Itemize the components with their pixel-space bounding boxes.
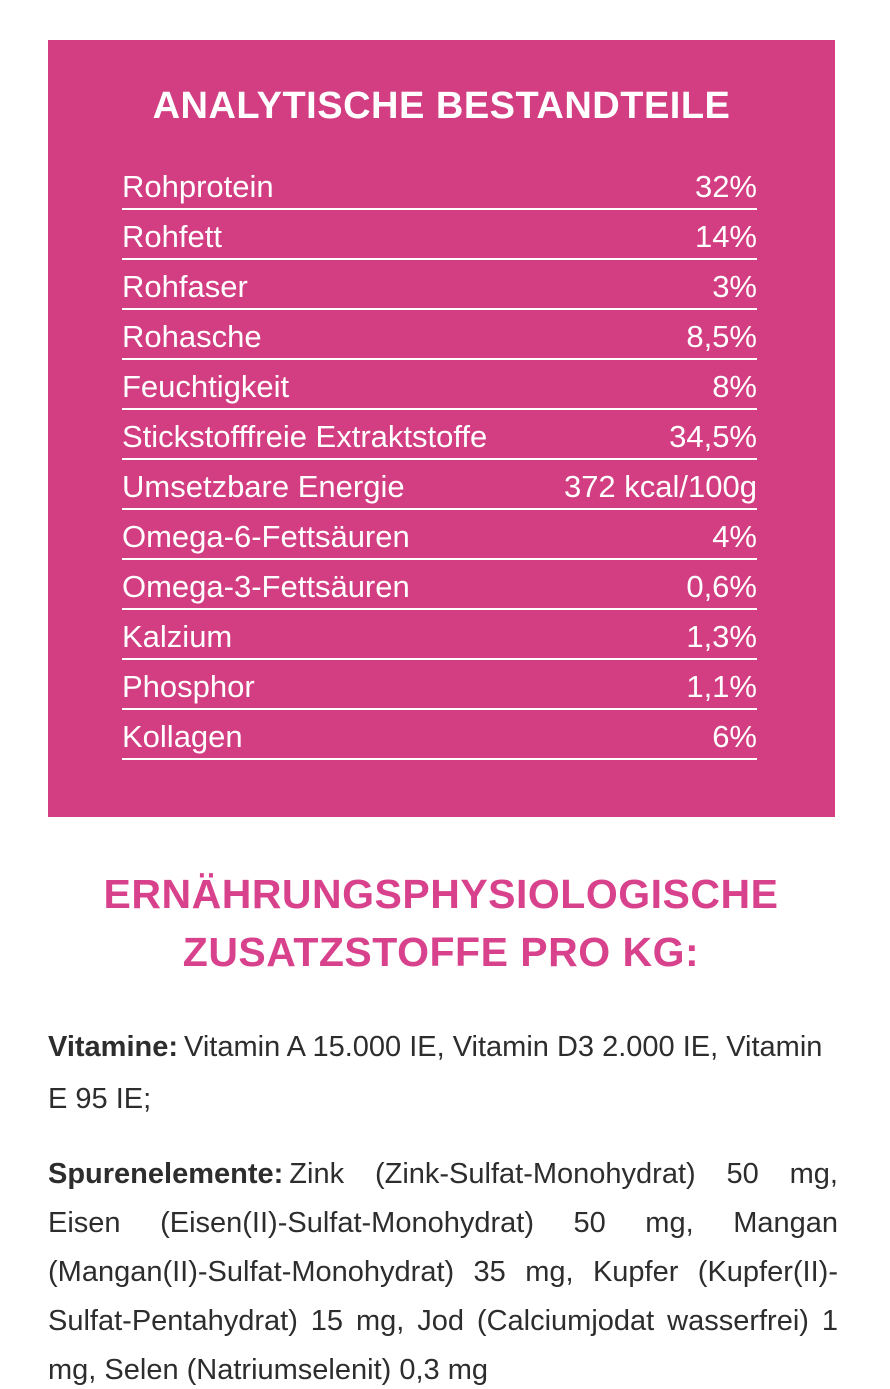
- row-value: 1,3%: [686, 619, 757, 654]
- table-row: Rohasche 8,5%: [122, 310, 757, 360]
- table-row: Kalzium 1,3%: [122, 610, 757, 660]
- row-value: 8%: [712, 369, 757, 404]
- table-row: Omega-3-Fettsäuren 0,6%: [122, 560, 757, 610]
- trace-elements-paragraph: Spurenelemente: Zink (Zink-Sulfat-Monohyd…: [48, 1150, 838, 1389]
- row-label: Stickstofffreie Extraktstoffe: [122, 419, 488, 454]
- additives-heading: ERNÄHRUNGSPHYSIOLOGISCHE ZUSATZSTOFFE PR…: [44, 865, 838, 981]
- table-row: Kollagen 6%: [122, 710, 757, 760]
- row-label: Feuchtigkeit: [122, 369, 290, 404]
- vitamins-paragraph: Vitamine: Vitamin A 15.000 IE, Vitamin D3…: [48, 1021, 838, 1125]
- row-value: 8,5%: [686, 319, 757, 354]
- table-row: Rohprotein 32%: [122, 160, 757, 210]
- table-row: Umsetzbare Energie 372 kcal/100g: [122, 460, 757, 510]
- row-value: 32%: [694, 169, 757, 204]
- row-value: 4%: [712, 519, 757, 554]
- table-row: Phosphor 1,1%: [122, 660, 757, 710]
- row-value: 14%: [694, 219, 757, 254]
- row-value: 372 kcal/100g: [563, 469, 757, 504]
- trace-elements-text: Zink (Zink-Sulfat-Monohydrat) 50 mg, Eis…: [48, 1158, 838, 1386]
- row-label: Kalzium: [122, 619, 233, 654]
- table-row: Omega-6-Fettsäuren 4%: [122, 510, 757, 560]
- trace-elements-label: Spurenelemente:: [48, 1158, 284, 1190]
- row-label: Rohfaser: [122, 269, 248, 304]
- row-label: Rohfett: [122, 219, 222, 254]
- analytical-panel: ANALYTISCHE BESTANDTEILE Rohprotein 32% Ro…: [48, 40, 835, 817]
- table-row: Stickstofffreie Extraktstoffe 34,5%: [122, 410, 757, 460]
- row-value: 3%: [712, 269, 757, 304]
- analytical-table: Rohprotein 32% Rohfett 14% Rohfaser 3% Rohasch…: [122, 160, 757, 760]
- row-value: 6%: [712, 719, 757, 754]
- analytical-panel-title: ANALYTISCHE BESTANDTEILE: [152, 85, 731, 127]
- table-row: Feuchtigkeit 8%: [122, 360, 757, 410]
- row-value: 0,6%: [686, 569, 757, 604]
- row-label: Rohprotein: [122, 169, 274, 204]
- row-value: 1,1%: [686, 669, 757, 704]
- additives-heading-line-1: ERNÄHRUNGSPHYSIOLOGISCHE: [103, 871, 779, 917]
- row-label: Rohasche: [122, 319, 262, 354]
- row-label: Phosphor: [122, 669, 255, 704]
- row-label: Omega-6-Fettsäuren: [122, 519, 410, 554]
- vitamins-text: Vitamin A 15.000 IE, Vitamin D3 2.000 IE…: [48, 1031, 823, 1115]
- row-label: Omega-3-Fettsäuren: [122, 569, 410, 604]
- additives-heading-line-2: ZUSATZSTOFFE PRO KG:: [182, 929, 700, 975]
- row-label: Kollagen: [122, 719, 243, 754]
- row-value: 34,5%: [669, 419, 757, 454]
- table-row: Rohfaser 3%: [122, 260, 757, 310]
- table-row: Rohfett 14%: [122, 210, 757, 260]
- row-label: Umsetzbare Energie: [122, 469, 405, 504]
- vitamins-label: Vitamine:: [48, 1031, 179, 1063]
